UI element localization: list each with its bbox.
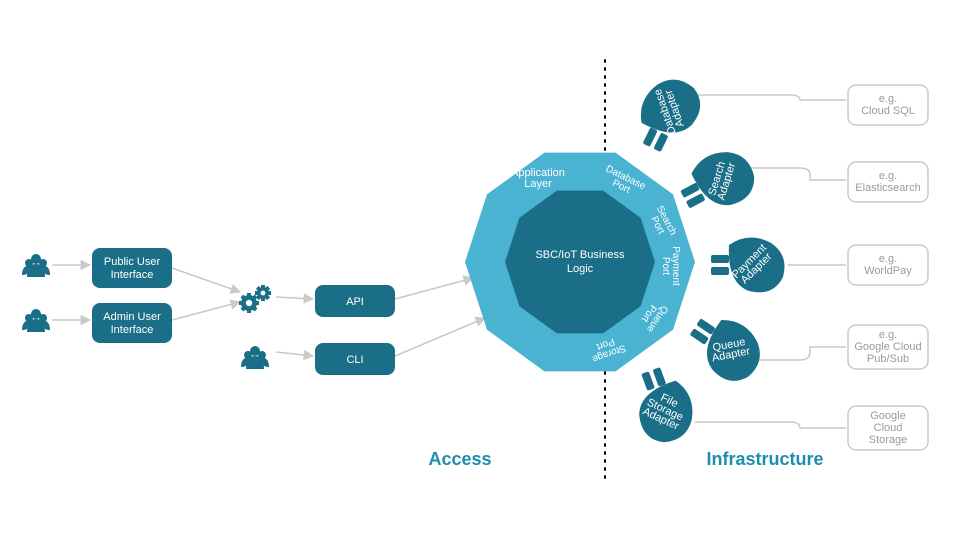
infra-box-3: e.g.Google CloudPub/Sub <box>848 325 928 369</box>
svg-text:Pub/Sub: Pub/Sub <box>867 353 909 365</box>
svg-text:Logic: Logic <box>567 263 594 275</box>
svg-text:Google: Google <box>870 410 905 422</box>
svg-text:Access: Access <box>428 449 491 469</box>
connector-3 <box>755 347 846 360</box>
svg-text:API: API <box>346 296 364 308</box>
svg-text:CLI: CLI <box>346 354 363 366</box>
svg-text:SBC/IoT Business: SBC/IoT Business <box>535 249 625 261</box>
users-icon <box>22 309 50 332</box>
arrow-4 <box>276 297 313 299</box>
infra-box-1: e.g.Elasticsearch <box>848 162 928 202</box>
svg-text:Google Cloud: Google Cloud <box>854 341 921 353</box>
adapter: SearchAdapter <box>672 141 763 224</box>
admin-ui-box: Admin UserInterface <box>92 303 172 343</box>
svg-text:Interface: Interface <box>111 324 154 336</box>
gears-icon <box>239 285 271 313</box>
svg-text:Storage: Storage <box>869 434 908 446</box>
svg-text:e.g.: e.g. <box>879 170 897 182</box>
infra-box-4: GoogleCloudStorage <box>848 406 928 450</box>
users-icon <box>22 254 50 277</box>
svg-text:e.g.: e.g. <box>879 93 897 105</box>
public-ui-box: Public UserInterface <box>92 248 172 288</box>
svg-text:Infrastructure: Infrastructure <box>706 449 823 469</box>
arrow-5 <box>276 352 313 356</box>
arrow-2 <box>172 268 240 292</box>
svg-text:WorldPay: WorldPay <box>864 265 912 277</box>
adapter: DatabaseAdapter <box>627 70 709 160</box>
infra-box-2: e.g.WorldPay <box>848 245 928 285</box>
connector-1 <box>748 168 846 180</box>
svg-text:e.g.: e.g. <box>879 253 897 265</box>
connector-4 <box>695 422 846 428</box>
svg-text:Admin User: Admin User <box>103 311 161 323</box>
connector-0 <box>698 95 846 100</box>
svg-text:Cloud SQL: Cloud SQL <box>861 105 915 117</box>
hex-inner <box>505 191 655 334</box>
svg-text:Layer: Layer <box>524 178 552 190</box>
svg-text:e.g.: e.g. <box>879 329 897 341</box>
users-icon <box>241 346 269 369</box>
svg-text:Elasticsearch: Elasticsearch <box>855 182 920 194</box>
adapter: PaymentAdapter <box>711 237 785 292</box>
adapter: QueueAdapter <box>680 304 772 391</box>
svg-text:Interface: Interface <box>111 269 154 281</box>
api-box: API <box>315 285 395 317</box>
infra-box-0: e.g.Cloud SQL <box>848 85 928 125</box>
arrow-7 <box>395 318 485 356</box>
svg-text:Cloud: Cloud <box>874 422 903 434</box>
svg-text:Port: Port <box>660 257 671 276</box>
cli-box: CLI <box>315 343 395 375</box>
arrow-3 <box>172 302 240 320</box>
arrow-6 <box>395 278 473 299</box>
adapter: FileStorageAdapter <box>625 361 702 449</box>
svg-text:Public User: Public User <box>104 256 161 268</box>
